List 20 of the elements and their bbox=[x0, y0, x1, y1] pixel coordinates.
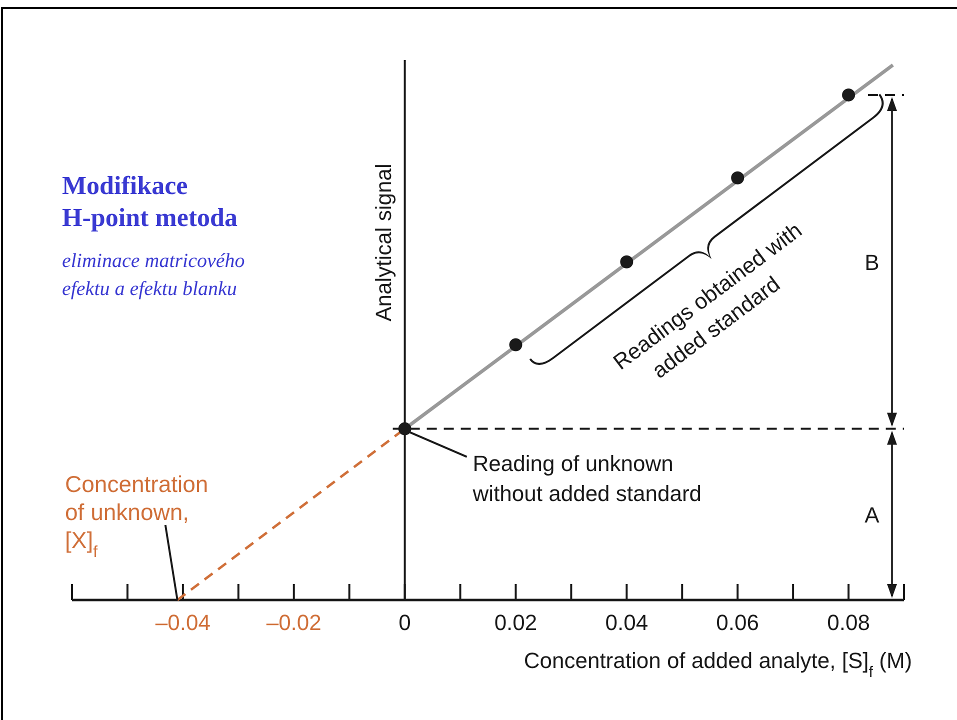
point bbox=[731, 171, 744, 184]
point bbox=[620, 255, 634, 268]
x-tick-label: –0.04 bbox=[155, 610, 210, 635]
text: eliminace matricového efektu a efektu blanku bbox=[62, 250, 245, 300]
annotation: Reading of unknown without added standard bbox=[472, 450, 702, 506]
point bbox=[398, 422, 412, 436]
x-tick-label: 0.06 bbox=[716, 610, 760, 635]
x-tick-label: 0.02 bbox=[494, 610, 538, 635]
point bbox=[842, 88, 856, 102]
annotation: A bbox=[864, 502, 880, 528]
x-tick-label: 0.04 bbox=[605, 610, 648, 635]
annotation: B bbox=[864, 250, 880, 275]
x-tick-label: 0.08 bbox=[827, 610, 870, 635]
y-axis-title: Analytical signal bbox=[370, 164, 396, 322]
x-axis-title: Concentration of added analyte, [S]$_{f}$ (M) bbox=[524, 648, 912, 680]
text: Modifikace H-point metoda bbox=[62, 171, 238, 232]
annotation: Concentration of unknown, [X]$_{f}$ bbox=[65, 471, 208, 561]
point bbox=[509, 338, 522, 352]
x-tick-label: –0.02 bbox=[266, 610, 322, 635]
x-tick-label: 0 bbox=[398, 610, 411, 635]
